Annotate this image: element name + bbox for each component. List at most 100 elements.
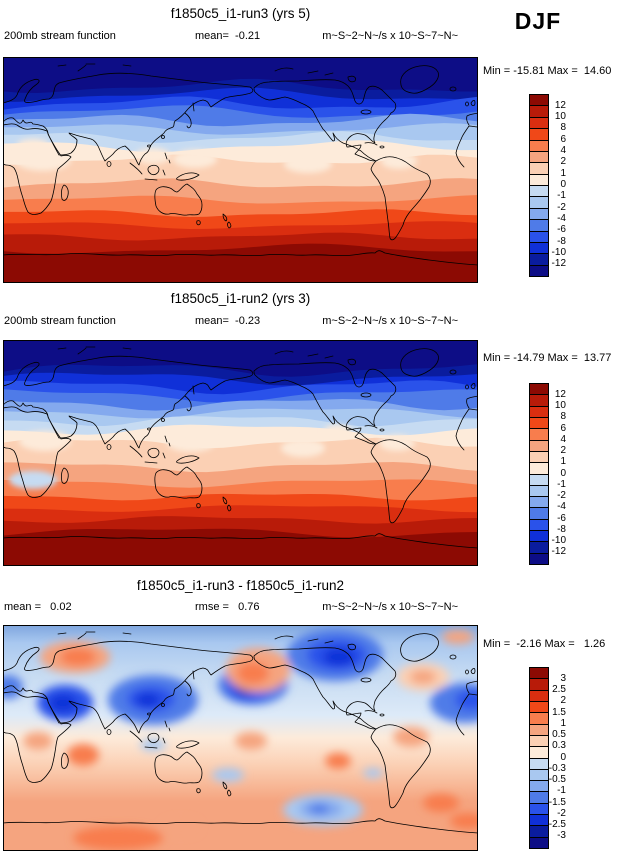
colorbar-label: -12 xyxy=(551,546,566,558)
map-frame xyxy=(3,625,478,851)
mean-stat: mean = 0.02 xyxy=(4,601,72,613)
map-diff xyxy=(3,625,478,851)
map-frame xyxy=(3,57,478,283)
colorbar-segment xyxy=(530,450,548,463)
colorbar-labels-run2: 12 10 8 6 4 2 1 0 -1 -2 -4 -6 -8 -10 -12 xyxy=(540,383,566,563)
colorbar-segment xyxy=(530,105,548,117)
colorbar-label: 3 xyxy=(560,672,566,684)
colorbar-label: 4 xyxy=(560,433,566,445)
minmax-run3: Min = -15.81 Max = 14.60 xyxy=(483,65,612,77)
colorbar-label: -3 xyxy=(557,830,566,842)
colorbar-label: -10 xyxy=(551,246,566,258)
colorbar-label: 0 xyxy=(560,751,566,763)
colorbar-segment xyxy=(530,723,548,735)
panel-header-run3: 200mb stream function mean= -0.21 m~S~2~… xyxy=(3,30,478,44)
colorbar-segment xyxy=(530,768,548,781)
colorbar-segment xyxy=(530,219,548,231)
colorbar-label: -0.5 xyxy=(548,774,566,785)
colorbar-label: -2.5 xyxy=(548,819,566,830)
colorbar-label: 6 xyxy=(560,422,566,434)
colorbar-label: 1 xyxy=(560,456,566,468)
colorbar-segment xyxy=(530,116,548,129)
panel-title-run3: f1850c5_i1-run3 (yrs 5) xyxy=(170,6,311,21)
panel-title-run2: f1850c5_i1-run2 (yrs 3) xyxy=(170,291,311,306)
colorbar-label: 1 xyxy=(560,167,566,179)
minmax-diff: Min = -2.16 Max = 1.26 xyxy=(483,638,606,650)
colorbar-segment xyxy=(530,678,548,690)
colorbar-segment xyxy=(530,462,548,474)
colorbar-segment xyxy=(530,689,548,701)
colorbar-segment xyxy=(530,530,548,542)
colorbar-segment xyxy=(530,746,548,758)
colorbar-segment xyxy=(530,439,548,451)
colorbar-label: -6 xyxy=(557,224,566,236)
colorbar-segment xyxy=(530,173,548,185)
map-frame xyxy=(3,340,478,566)
colorbar-label: -1.5 xyxy=(548,796,566,808)
colorbar-segment xyxy=(530,162,548,174)
colorbar-segment xyxy=(530,541,548,553)
colorbar-segment xyxy=(530,836,548,848)
colorbar-segment xyxy=(530,780,548,792)
colorbar-run3 xyxy=(529,94,549,277)
colorbar-segment xyxy=(530,700,548,713)
colorbar-segment xyxy=(530,473,548,485)
colorbar-label: 2 xyxy=(560,445,566,456)
colorbar-labels-run3: 12 10 8 6 4 2 1 0 -1 -2 -4 -6 -8 -10 -12 xyxy=(540,94,566,275)
units-label: m~S~2~N~/s x 10~S~7~N~ xyxy=(322,30,458,42)
mean-stat: mean= -0.23 xyxy=(195,315,261,327)
colorbar-diff xyxy=(529,667,549,849)
colorbar-label: 0 xyxy=(560,467,566,479)
colorbar-label: -8 xyxy=(557,235,566,247)
colorbar-segment xyxy=(530,416,548,429)
panel-header-run2: 200mb stream function mean= -0.23 m~S~2~… xyxy=(3,315,478,329)
colorbar-segment xyxy=(530,757,548,769)
colorbar-segment xyxy=(530,394,548,406)
colorbar-segment xyxy=(530,253,548,265)
colorbar-segment xyxy=(530,734,548,747)
colorbar-label: 2 xyxy=(560,695,566,707)
colorbar-label: 12 xyxy=(554,388,566,400)
colorbar-segment xyxy=(530,791,548,803)
colorbar-label: 1.5 xyxy=(552,706,566,718)
colorbar-label: 1 xyxy=(560,717,566,729)
colorbar-segment xyxy=(530,802,548,815)
colorbar-label: -4 xyxy=(557,501,566,513)
contour-bands xyxy=(3,57,478,283)
season-label: DJF xyxy=(514,8,562,34)
mean-stat: mean= -0.21 xyxy=(195,30,261,42)
colorbar-label: 2.5 xyxy=(552,684,566,695)
colorbar-label: -2 xyxy=(557,490,566,501)
map-run3 xyxy=(3,57,478,283)
colorbar-segment xyxy=(530,241,548,254)
tropical-cells xyxy=(15,139,417,173)
colorbar-label: -2 xyxy=(557,807,566,819)
colorbar-segment xyxy=(530,552,548,564)
colorbar-segment xyxy=(530,428,548,440)
variable-label: 200mb stream function xyxy=(4,30,116,42)
units-label: m~S~2~N~/s x 10~S~7~N~ xyxy=(322,601,458,613)
contour-bands xyxy=(3,340,478,566)
units-label: m~S~2~N~/s x 10~S~7~N~ xyxy=(322,315,458,327)
colorbar-label: -2 xyxy=(557,201,566,213)
colorbar-label: -1 xyxy=(557,190,566,202)
colorbar-segment xyxy=(530,484,548,497)
colorbar-label: 10 xyxy=(554,400,566,411)
colorbar-label: -1 xyxy=(557,478,566,490)
colorbar-label: 12 xyxy=(554,99,566,111)
colorbar-segment xyxy=(530,496,548,508)
colorbar-segment xyxy=(530,150,548,163)
colorbar-segment xyxy=(530,196,548,208)
colorbar-label: -6 xyxy=(557,512,566,524)
colorbar-segment xyxy=(530,185,548,197)
colorbar-label: 8 xyxy=(560,411,566,423)
minmax-run2: Min = -14.79 Max = 13.77 xyxy=(483,352,612,364)
anomaly-cells xyxy=(3,629,478,850)
panel-header-diff: mean = 0.02 rmse = 0.76 m~S~2~N~/s x 10~… xyxy=(3,601,478,615)
colorbar-label: 0.3 xyxy=(552,740,566,752)
colorbar-segment xyxy=(530,668,548,679)
colorbar-label: -1 xyxy=(557,785,566,797)
colorbar-segment xyxy=(530,230,548,242)
colorbar-label: 4 xyxy=(560,145,566,157)
